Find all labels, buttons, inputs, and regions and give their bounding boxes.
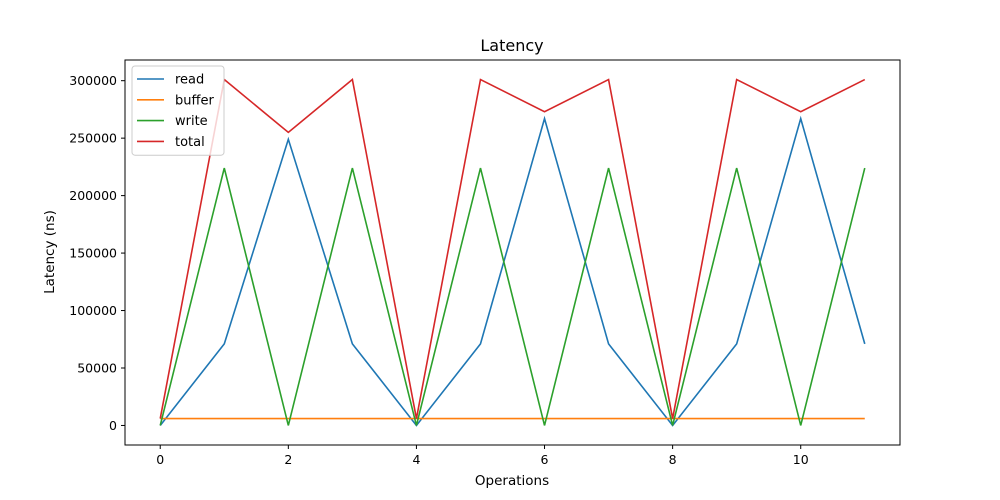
y-axis: 0 50000 100000 150000 200000 250000 300000 bbox=[69, 73, 125, 433]
legend-box bbox=[131, 65, 225, 156]
x-axis-label: Operations bbox=[475, 473, 549, 489]
y-tick-label: 0 bbox=[109, 418, 117, 433]
series-line-read bbox=[159, 115, 866, 427]
x-tick-label: 4 bbox=[412, 452, 420, 467]
legend-label-buffer: buffer bbox=[175, 93, 214, 108]
y-tick-label: 150000 bbox=[69, 246, 117, 261]
series-line-write bbox=[159, 167, 866, 426]
y-tick-label: 50000 bbox=[77, 361, 117, 376]
chart-title: Latency bbox=[480, 36, 543, 55]
y-tick-label: 250000 bbox=[69, 131, 117, 146]
legend-label-write: write bbox=[175, 114, 208, 129]
legend-label-total: total bbox=[175, 135, 205, 150]
x-axis: 0 2 4 6 8 10 bbox=[156, 445, 809, 467]
legend-label-read: read bbox=[175, 73, 204, 88]
plot-frame bbox=[124, 59, 901, 446]
legend: read buffer write total bbox=[131, 65, 225, 156]
y-tick-label: 100000 bbox=[69, 303, 117, 318]
series-layer bbox=[159, 78, 866, 427]
x-tick-label: 0 bbox=[156, 452, 164, 467]
y-tick-label: 200000 bbox=[69, 188, 117, 203]
x-tick-label: 8 bbox=[669, 452, 677, 467]
x-tick-label: 6 bbox=[541, 452, 549, 467]
y-axis-label: Latency (ns) bbox=[42, 210, 58, 294]
x-tick-label: 10 bbox=[793, 452, 809, 467]
y-tick-label: 300000 bbox=[69, 73, 117, 88]
series-line-total bbox=[159, 78, 866, 419]
x-tick-label: 2 bbox=[284, 452, 292, 467]
